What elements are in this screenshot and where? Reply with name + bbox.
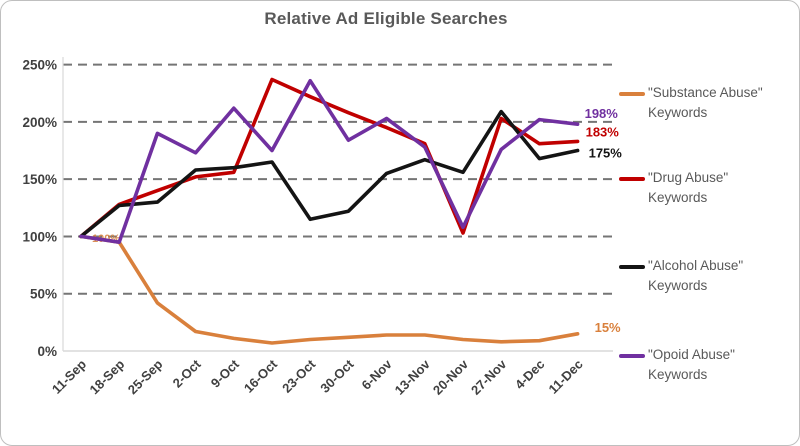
- end-value-label-drug-abuse: 183%: [586, 124, 620, 139]
- legend-line-swatch-alcohol-abuse: [619, 265, 645, 269]
- legend-item-alcohol-abuse: "Alcohol Abuse" Keywords: [619, 256, 743, 297]
- legend-item-opoid-abuse: "Opoid Abuse" Keywords: [619, 345, 735, 386]
- legend-label-line1: "Opoid Abuse": [648, 347, 735, 362]
- x-tick-label: 9-Oct: [208, 356, 243, 391]
- y-tick-label: 150%: [22, 172, 57, 187]
- legend-label-line1: "Substance Abuse": [648, 85, 763, 100]
- x-tick-label: 4-Dec: [512, 357, 548, 393]
- legend-label-line2: Keywords: [648, 105, 708, 121]
- legend-label-line2: Keywords: [648, 278, 708, 294]
- legend-item-drug-abuse: "Drug Abuse" Keywords: [619, 168, 728, 209]
- x-tick-label: 27-Nov: [468, 356, 510, 398]
- chart-title: Relative Ad Eligible Searches: [264, 9, 508, 28]
- series-line-substance-abuse: [79, 234, 580, 345]
- legend-label-drug-abuse: "Drug Abuse" Keywords: [648, 168, 728, 209]
- end-value-label-opoid-abuse: 198%: [585, 106, 619, 121]
- x-tick-label: 6-Nov: [359, 356, 396, 393]
- series-line-drug-abuse: [79, 77, 580, 239]
- x-tick-label: 11-Dec: [545, 357, 585, 397]
- x-tick-label: 16-Oct: [241, 356, 281, 396]
- legend-item-substance-abuse: "Substance Abuse" Keywords: [619, 83, 763, 124]
- x-tick-label: 30-Oct: [317, 356, 357, 396]
- x-tick-label: 20-Nov: [430, 356, 472, 398]
- x-tick-label: 11-Sep: [49, 356, 89, 396]
- y-tick-label: 0%: [37, 344, 57, 359]
- legend-label-substance-abuse: "Substance Abuse" Keywords: [648, 83, 763, 124]
- legend-label-line2: Keywords: [648, 367, 708, 383]
- legend-label-opoid-abuse: "Opoid Abuse" Keywords: [648, 345, 735, 386]
- x-tick-label: 23-Oct: [279, 356, 319, 396]
- y-tick-label: 50%: [30, 287, 57, 302]
- legend-label-line1: "Alcohol Abuse": [648, 258, 744, 273]
- legend-line-swatch-drug-abuse: [619, 177, 645, 181]
- legend-line-swatch-substance-abuse: [619, 92, 645, 96]
- legend-label-line2: Keywords: [648, 190, 708, 206]
- x-tick-label: 25-Sep: [125, 356, 166, 397]
- y-tick-label: 250%: [22, 58, 57, 73]
- y-tick-label: 200%: [22, 115, 57, 130]
- end-value-label-substance-abuse: 15%: [595, 320, 621, 335]
- y-tick-label: 100%: [22, 229, 57, 244]
- series-line-alcohol-abuse: [79, 109, 580, 239]
- legend-label-alcohol-abuse: "Alcohol Abuse" Keywords: [648, 256, 743, 297]
- x-tick-label: 2-Oct: [170, 356, 205, 391]
- legend-line-swatch-opoid-abuse: [619, 354, 645, 358]
- series-line-opoid-abuse: [79, 78, 580, 244]
- legend-label-line1: "Drug Abuse": [648, 170, 729, 185]
- x-tick-label: 18-Sep: [87, 356, 128, 397]
- end-value-label-alcohol-abuse: 175%: [589, 146, 623, 161]
- x-tick-label: 13-Nov: [392, 356, 434, 398]
